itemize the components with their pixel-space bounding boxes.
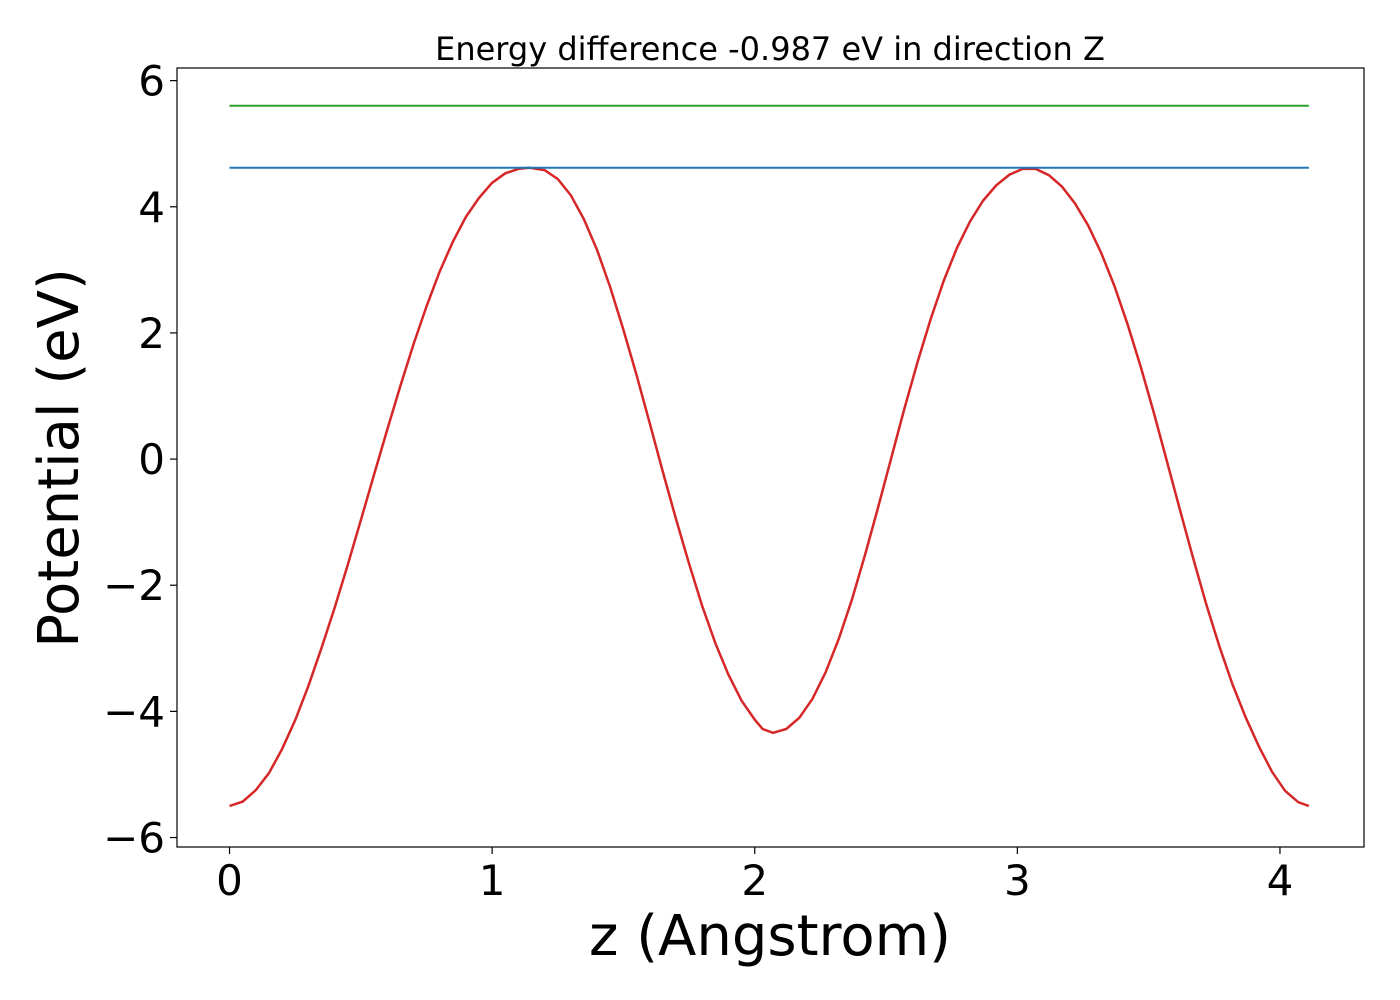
series-layer bbox=[229, 104, 1310, 808]
y-tick-label: 0 bbox=[138, 435, 165, 484]
y-tick-label: 2 bbox=[138, 309, 165, 358]
chart-title: Energy difference -0.987 eV in direction… bbox=[435, 30, 1105, 68]
y-tick-label: 6 bbox=[138, 57, 165, 106]
y-axis-ticks: −6 −4 −2 0 2 4 6 bbox=[103, 57, 177, 863]
x-axis-title: z (Angstrom) bbox=[589, 904, 951, 969]
y-tick-label: −6 bbox=[103, 814, 165, 863]
potential-line bbox=[229, 166, 1310, 808]
y-tick-label: −4 bbox=[103, 687, 165, 736]
y-axis-title: Potential (eV) bbox=[27, 268, 92, 648]
y-tick-label: −2 bbox=[103, 561, 165, 610]
x-tick-label: 4 bbox=[1267, 856, 1294, 905]
x-tick-label: 2 bbox=[741, 856, 768, 905]
y-tick-label: 4 bbox=[138, 183, 165, 232]
x-tick-label: 0 bbox=[216, 856, 243, 905]
x-tick-label: 1 bbox=[479, 856, 506, 905]
plot-frame bbox=[176, 67, 1365, 848]
x-axis-ticks: 0 1 2 3 4 bbox=[216, 847, 1293, 905]
x-tick-label: 3 bbox=[1004, 856, 1031, 905]
